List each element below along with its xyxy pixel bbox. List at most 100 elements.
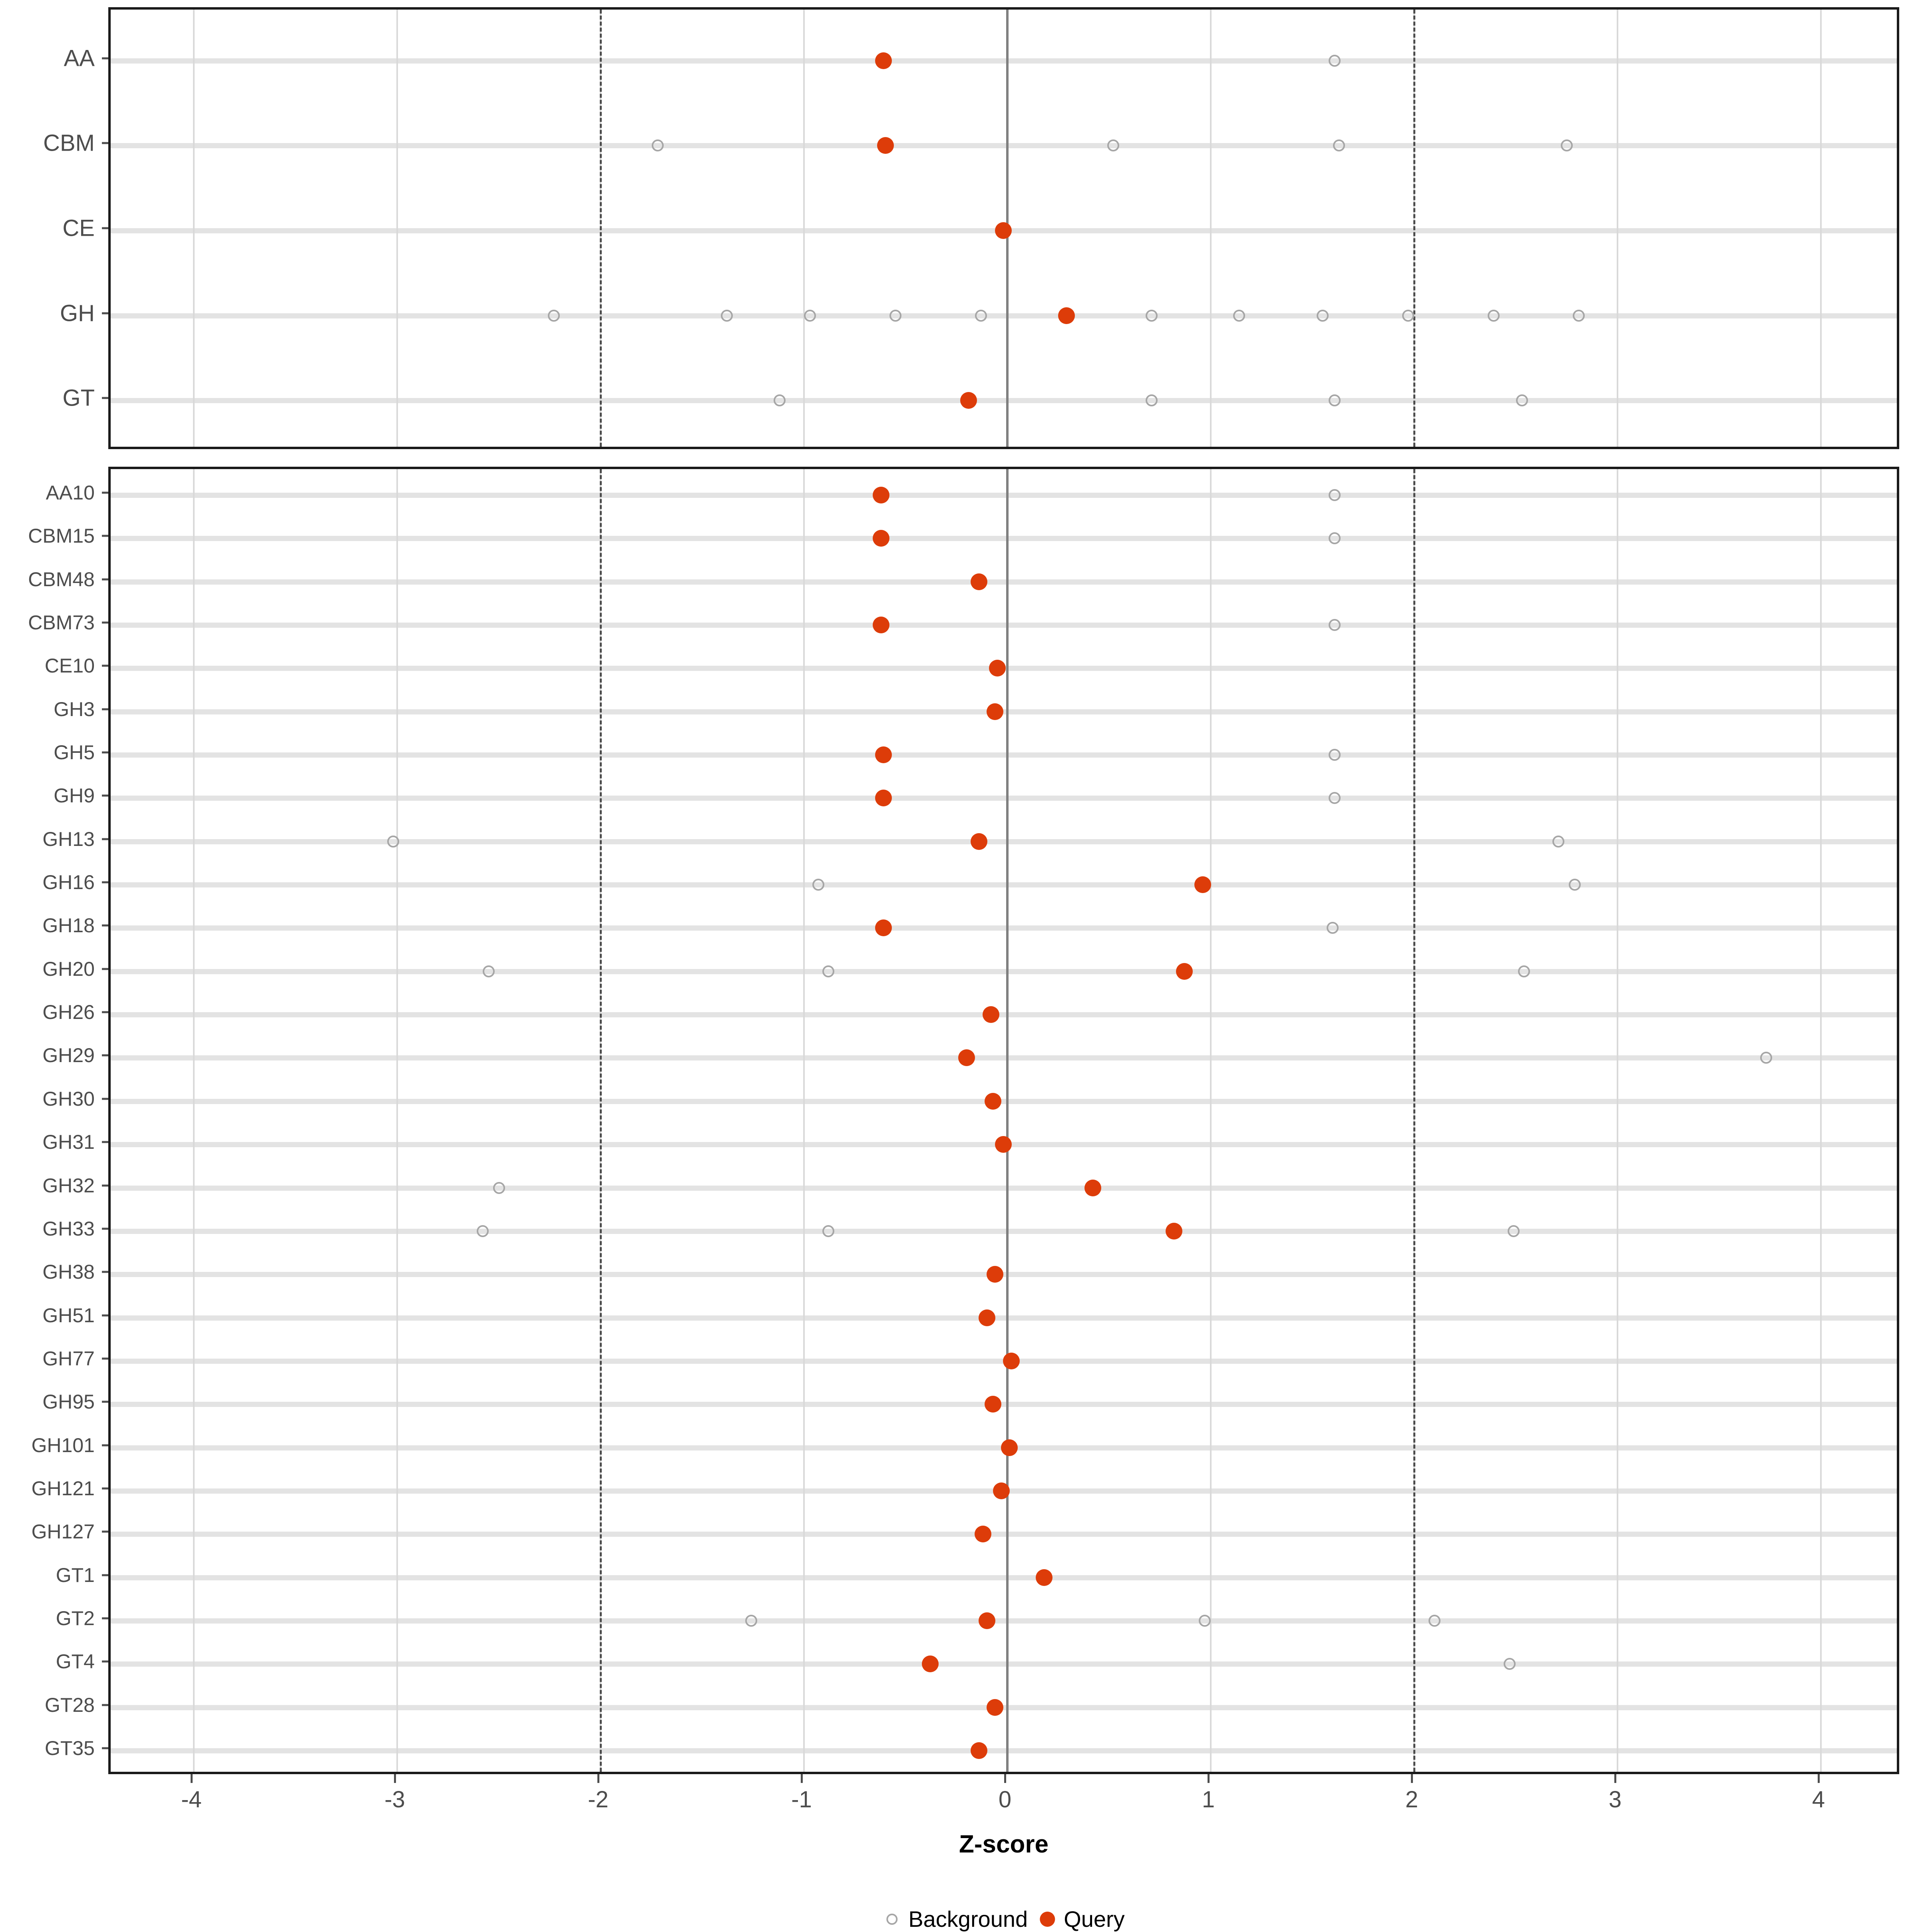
data-point-background [975, 309, 987, 322]
data-point-background [1329, 749, 1341, 761]
legend-item-query[interactable]: Query [1038, 1906, 1125, 1932]
y-axis-tick [102, 838, 108, 840]
y-axis-tick [102, 1660, 108, 1663]
data-point-query [979, 1309, 996, 1326]
x-axis-tick [1004, 1774, 1006, 1783]
y-axis-label-gh18: GH18 [42, 914, 95, 937]
data-point-query [987, 1699, 1004, 1716]
x-axis-tick [597, 1774, 599, 1783]
y-axis-tick [102, 1357, 108, 1360]
data-point-query [979, 1612, 996, 1629]
data-point-query [873, 530, 890, 547]
y-axis-tick [102, 397, 108, 399]
y-axis-label-cbm73: CBM73 [28, 611, 95, 634]
data-point-query [1166, 1222, 1183, 1240]
y-axis-label-gh101: GH101 [31, 1434, 95, 1456]
y-axis-tick [102, 1314, 108, 1317]
data-point-background [1760, 1052, 1772, 1064]
data-point-background [651, 139, 664, 152]
y-axis-label-gh30: GH30 [42, 1087, 95, 1110]
data-point-background [745, 1614, 757, 1627]
data-point-query [970, 833, 987, 850]
row-gridline [111, 1098, 1897, 1104]
data-point-background [1233, 309, 1246, 322]
row-gridline [111, 1532, 1897, 1537]
data-point-query [1084, 1179, 1101, 1196]
zero-reference-line [1006, 469, 1009, 1772]
y-axis-label-gh9: GH9 [54, 784, 95, 807]
y-axis-tick [102, 1704, 108, 1706]
data-point-background [1329, 532, 1341, 545]
x-axis-tick-label: -3 [384, 1787, 405, 1813]
x-axis-tick [1208, 1774, 1210, 1783]
y-axis-label-gh16: GH16 [42, 871, 95, 894]
data-point-background [812, 879, 824, 891]
x-gridline [1210, 10, 1212, 447]
y-axis-top: AA CBM CE GH GT [0, 7, 108, 449]
x-axis-tick-label: -4 [181, 1787, 202, 1813]
data-point-query [985, 1396, 1002, 1413]
x-gridline [193, 469, 195, 1772]
data-point-query [877, 137, 894, 154]
y-axis-label-gh: GH [60, 300, 95, 326]
y-axis-label-aa10: AA10 [46, 482, 95, 504]
data-point-query [1001, 1439, 1018, 1456]
row-gridline [111, 623, 1897, 628]
data-point-background [1327, 922, 1339, 934]
data-point-query [921, 1655, 939, 1673]
x-gridline [1820, 10, 1822, 447]
data-point-query [875, 919, 892, 937]
data-point-query [987, 1266, 1004, 1283]
y-axis-label-gh77: GH77 [42, 1347, 95, 1370]
y-axis-tick [102, 535, 108, 537]
x-axis-tick-label: -1 [791, 1787, 812, 1813]
data-point-background [1428, 1614, 1440, 1627]
data-point-background [1329, 619, 1341, 631]
y-axis-tick [102, 1487, 108, 1490]
y-axis-label-gh5: GH5 [54, 741, 95, 764]
row-gridline [111, 1012, 1897, 1018]
x-gridline [803, 469, 805, 1772]
x-axis-tick [801, 1774, 803, 1783]
y-axis-label-gh32: GH32 [42, 1174, 95, 1197]
y-axis-label-cbm15: CBM15 [28, 525, 95, 547]
row-gridline [111, 1661, 1897, 1667]
data-point-background [1569, 879, 1581, 891]
data-point-background [720, 309, 733, 322]
data-point-query [995, 222, 1012, 239]
row-gridline [111, 536, 1897, 541]
panel-top-cazy-families [108, 7, 1899, 449]
y-axis-label-gh20: GH20 [42, 957, 95, 980]
y-axis-tick [102, 794, 108, 797]
x-axis-tick-label: 4 [1812, 1787, 1825, 1813]
data-point-background [476, 1225, 489, 1237]
y-axis-tick [102, 312, 108, 314]
panel-bottom-cazy-subfamilies [108, 467, 1899, 1774]
y-axis-tick [102, 578, 108, 581]
x-axis-tick [191, 1774, 193, 1783]
legend-item-background[interactable]: Background [883, 1906, 1028, 1932]
data-point-background [1402, 309, 1414, 322]
x-gridline [396, 10, 398, 447]
row-gridline [111, 1315, 1897, 1321]
data-point-background [1516, 394, 1528, 407]
data-point-query [875, 746, 892, 764]
data-point-background [1552, 835, 1565, 848]
y-axis-label-gh95: GH95 [42, 1391, 95, 1413]
data-point-background [804, 309, 816, 322]
y-axis-tick [102, 1098, 108, 1100]
data-point-background [1107, 139, 1119, 152]
x-gridline [396, 469, 398, 1772]
data-point-background [1146, 309, 1158, 322]
data-point-background [1487, 309, 1500, 322]
row-gridline [111, 969, 1897, 974]
y-axis-tick [102, 1271, 108, 1273]
data-point-background [387, 835, 399, 848]
row-gridline [111, 1705, 1897, 1710]
row-gridline [111, 796, 1897, 801]
y-axis-label-gh127: GH127 [31, 1520, 95, 1543]
row-gridline [111, 579, 1897, 585]
y-axis-tick [102, 1141, 108, 1143]
row-gridline [111, 1055, 1897, 1061]
y-axis-label-gt35: GT35 [44, 1737, 95, 1759]
